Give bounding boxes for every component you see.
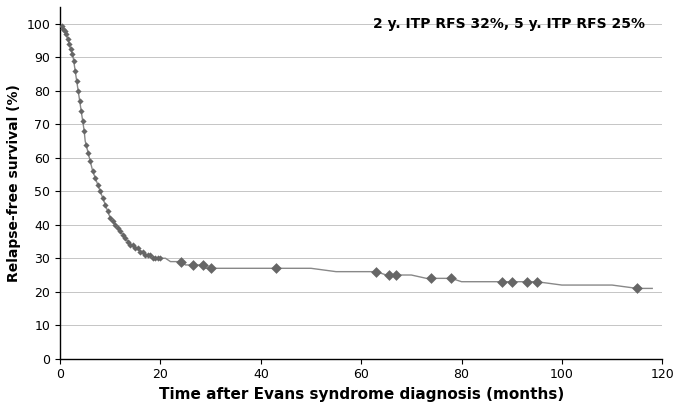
Point bbox=[496, 279, 507, 285]
Point bbox=[78, 118, 88, 124]
Point bbox=[370, 268, 381, 275]
Point bbox=[140, 252, 151, 258]
Point bbox=[532, 279, 543, 285]
Point bbox=[60, 31, 71, 37]
Point bbox=[68, 57, 79, 64]
Point bbox=[73, 88, 84, 94]
Point bbox=[132, 245, 143, 252]
Point bbox=[147, 255, 158, 261]
Point bbox=[175, 258, 186, 265]
Point bbox=[143, 252, 154, 258]
Point bbox=[64, 40, 75, 47]
Point bbox=[130, 245, 141, 252]
Point bbox=[506, 279, 517, 285]
Point bbox=[187, 262, 198, 268]
Point bbox=[122, 238, 133, 245]
Point bbox=[87, 168, 98, 174]
Point bbox=[65, 45, 76, 52]
Point bbox=[58, 25, 69, 32]
Point bbox=[83, 150, 94, 156]
Point bbox=[107, 218, 118, 225]
Point bbox=[81, 142, 92, 148]
Point bbox=[446, 275, 457, 282]
Point bbox=[97, 195, 108, 201]
Point bbox=[632, 285, 643, 292]
Y-axis label: Relapse-free survival (%): Relapse-free survival (%) bbox=[7, 84, 21, 282]
Point bbox=[75, 108, 86, 114]
Point bbox=[150, 255, 161, 261]
Point bbox=[113, 225, 123, 231]
Point bbox=[383, 272, 394, 278]
Point bbox=[135, 248, 146, 255]
Point bbox=[56, 23, 67, 29]
Point bbox=[115, 228, 126, 235]
Point bbox=[59, 28, 70, 34]
Point bbox=[205, 265, 216, 272]
Point bbox=[270, 265, 281, 272]
Point bbox=[125, 242, 136, 248]
Point bbox=[95, 188, 106, 195]
Point bbox=[155, 255, 166, 261]
Point bbox=[99, 201, 110, 208]
Point bbox=[102, 208, 113, 215]
Point bbox=[71, 77, 82, 84]
Point bbox=[105, 215, 116, 221]
Point bbox=[145, 252, 156, 258]
Point bbox=[110, 222, 121, 228]
Point bbox=[84, 158, 95, 164]
Point bbox=[92, 181, 103, 188]
Point bbox=[391, 272, 402, 278]
Point bbox=[62, 36, 73, 42]
Point bbox=[152, 255, 163, 261]
Point bbox=[74, 97, 85, 104]
Point bbox=[117, 231, 128, 238]
Text: 2 y. ITP RFS 32%, 5 y. ITP RFS 25%: 2 y. ITP RFS 32%, 5 y. ITP RFS 25% bbox=[373, 18, 646, 31]
Point bbox=[67, 51, 78, 57]
Point bbox=[79, 128, 90, 134]
X-axis label: Time after Evans syndrome diagnosis (months): Time after Evans syndrome diagnosis (mon… bbox=[158, 387, 564, 402]
Point bbox=[90, 175, 101, 181]
Point bbox=[128, 242, 139, 248]
Point bbox=[521, 279, 532, 285]
Point bbox=[120, 235, 131, 241]
Point bbox=[137, 248, 148, 255]
Point bbox=[426, 275, 437, 282]
Point bbox=[70, 67, 81, 74]
Point bbox=[198, 262, 209, 268]
